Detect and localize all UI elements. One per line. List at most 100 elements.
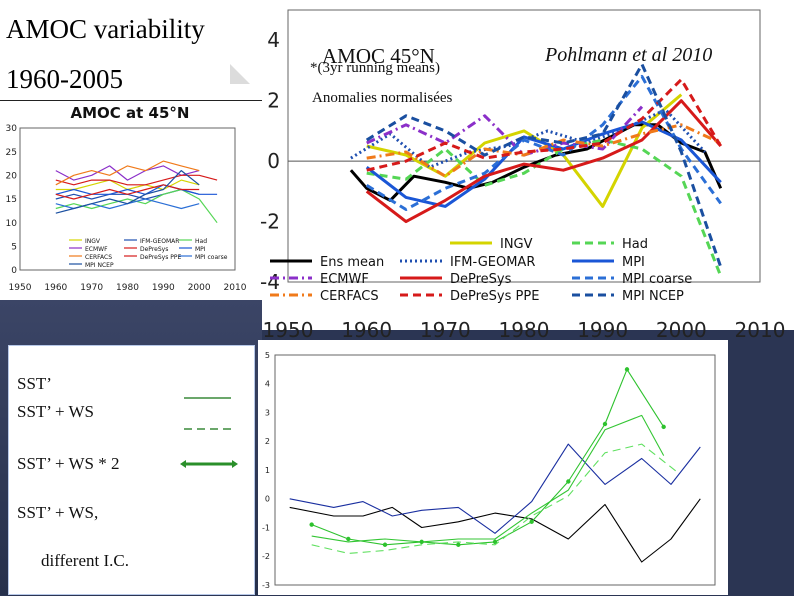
legend-label: Had <box>622 237 648 252</box>
small-legend-label: ECMWF <box>85 246 108 253</box>
legend-label: DePreSys PPE <box>450 289 539 304</box>
plot-frame <box>274 354 716 586</box>
series-marker <box>419 539 424 545</box>
small-legend-label: DePreSys <box>140 246 168 253</box>
legend-swatches <box>180 397 238 468</box>
series-line-10 <box>55 169 200 214</box>
x-tick-label: 1980 <box>116 283 139 293</box>
y-tick-label: 10 <box>6 219 18 229</box>
series-line-4 <box>55 165 200 181</box>
y-tick-label: -2 <box>262 552 270 561</box>
y-tick-label: -2 <box>260 210 280 234</box>
x-tick-label: 1950 <box>263 318 314 342</box>
series-line-10 <box>366 78 722 172</box>
chart-main-subtitle: *(3yr running means) <box>310 60 440 76</box>
y-tick-label: 0 <box>267 149 280 173</box>
plot-frame <box>19 127 236 271</box>
series-line-7 <box>55 160 200 186</box>
chart-experiments: -3 -2 -1 0 1 2 3 4 5 <box>258 340 728 595</box>
y-tick-label: 30 <box>6 124 18 134</box>
legend-label: Ens mean <box>320 255 384 270</box>
chart-main-title: AMOC 45°N <box>322 44 435 68</box>
series-line-3 <box>55 188 218 224</box>
y-tick-label: 2 <box>267 89 280 113</box>
series-line-8 <box>365 75 722 211</box>
chart-amoc-normalized: -4 -2 0 2 4 1950 1960 1970 1980 1990 2000 2010 INGV H… <box>260 9 786 342</box>
y-tick-label: 25 <box>6 148 17 158</box>
small-legend-label: DePreSys PPE <box>140 254 181 261</box>
title-note: AMOC variability 1960-2005 <box>0 0 255 94</box>
y-tick-label: 2 <box>265 437 270 446</box>
x-tick-label: 2010 <box>224 283 247 293</box>
y-tick-label: -3 <box>262 581 270 590</box>
series-marker <box>382 542 388 547</box>
x-tick-label: 1960 <box>341 318 392 342</box>
x-tick-label: 1970 <box>420 318 471 342</box>
y-tick-label: 3 <box>265 408 270 417</box>
small-legend-label: MPI NCEP <box>85 262 114 269</box>
series-marker <box>346 536 351 542</box>
y-tick-label: 15 <box>6 195 17 205</box>
y-tick-label: -4 <box>260 270 280 294</box>
small-legend-label: MPI coarse <box>195 254 228 261</box>
title-underline <box>0 100 262 101</box>
bottom-chart-bg <box>258 340 728 595</box>
series-line-5 <box>365 120 722 208</box>
swatch-marker-right <box>232 460 238 468</box>
y-tick-label: 5 <box>265 351 270 360</box>
small-legend-label: INGV <box>85 238 101 245</box>
series-marker <box>492 539 498 545</box>
legend-label-sst-ws2: SST’ + WS * 2 <box>17 454 120 473</box>
y-tick-label: 4 <box>267 28 280 52</box>
chart-amoc-small: AMOC at 45°N 0 5 10 15 20 25 30 1950 1960 1970 1980… <box>6 104 247 293</box>
legend-label: CERFACS <box>320 289 379 304</box>
swatch-marker-left <box>180 460 186 468</box>
experiment-legend: SST’ SST’ + WS SST’ + WS * 2 SST’ + WS, … <box>8 345 255 595</box>
x-tick-label: 1970 <box>80 283 103 293</box>
series-line-2 <box>289 443 701 534</box>
series-line-11 <box>365 62 723 268</box>
series-line-2 <box>366 93 683 208</box>
x-tick-label: 1960 <box>44 283 67 293</box>
slide-title-years: 1960-2005 <box>6 64 123 94</box>
note-fold-corner <box>230 64 250 84</box>
series-marker <box>661 424 666 430</box>
y-tick-label: 1 <box>265 466 270 475</box>
series-marker <box>456 542 461 547</box>
chart-main-subtitle2: Anomalies normalisées <box>312 90 453 106</box>
y-tick-label: 0 <box>11 266 17 276</box>
legend-label: MPI NCEP <box>622 289 684 304</box>
x-tick-label: 1950 <box>9 283 32 293</box>
y-tick-label: 0 <box>265 495 270 504</box>
series-line-1 <box>349 123 723 202</box>
small-legend-label: CERFACS <box>85 254 112 261</box>
x-tick-label: 2000 <box>188 283 211 293</box>
x-tick-label: 1990 <box>152 283 175 293</box>
series-line-9 <box>366 123 722 178</box>
legend-label-different-ic: different I.C. <box>41 551 129 570</box>
small-legend-label: Had <box>195 238 207 245</box>
legend-label: MPI coarse <box>622 272 692 287</box>
x-tick-label: 2010 <box>735 318 786 342</box>
series-line-8 <box>55 184 200 200</box>
series-line-3 <box>311 414 665 543</box>
x-tick-label: 1990 <box>577 318 628 342</box>
series-marker <box>602 421 608 427</box>
series-marker <box>529 519 534 524</box>
legend-label: MPI <box>622 255 645 270</box>
y-tick-label: 20 <box>6 171 18 181</box>
legend-label-sst: SST’ <box>17 374 52 393</box>
series-line-5 <box>55 174 218 186</box>
x-tick-label: 2000 <box>656 318 707 342</box>
series-marker <box>624 367 630 372</box>
slide-title: AMOC variability <box>6 14 205 44</box>
citation-credit: Pohlmann et al 2010 <box>545 44 713 66</box>
chart-small-title: AMOC at 45°N <box>71 104 190 122</box>
y-tick-label: -1 <box>262 523 270 532</box>
legend-label: INGV <box>500 237 533 252</box>
legend-label: DePreSys <box>450 272 512 287</box>
legend-label-sst-ws-ic: SST’ + WS, <box>17 503 99 522</box>
y-tick-label: 5 <box>11 242 17 252</box>
legend-label: IFM-GEOMAR <box>450 255 535 270</box>
series-marker <box>566 479 571 484</box>
